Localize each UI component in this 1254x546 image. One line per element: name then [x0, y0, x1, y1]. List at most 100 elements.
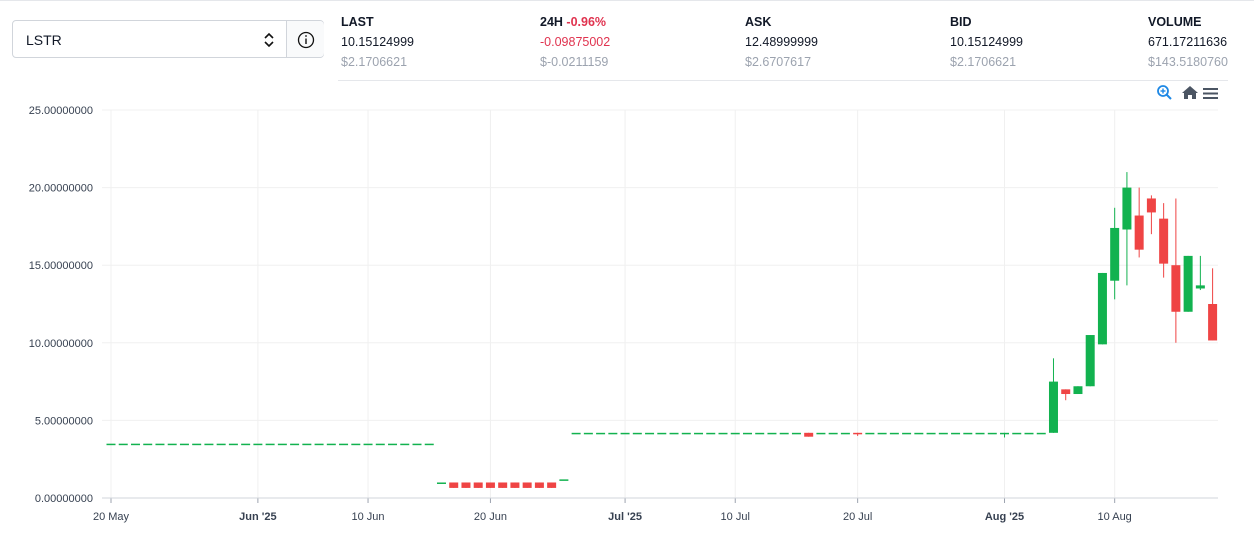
stat: 24H -0.96% -0.09875002 $-0.0211159 [540, 12, 610, 72]
candle-body [510, 482, 520, 488]
candle-body [436, 482, 446, 484]
top-border [0, 0, 1254, 1]
candle-body [155, 443, 165, 446]
candle-body [1024, 432, 1034, 435]
candle-body [583, 432, 593, 435]
stat: VOLUME 671.17211636 $143.5180760 [1148, 12, 1228, 72]
candle-body [118, 443, 128, 446]
x-tick-label: 10 Jun [352, 511, 385, 523]
candle-body [241, 443, 251, 446]
candle-body [253, 443, 263, 446]
candle-body [608, 432, 618, 435]
candle-body [1195, 285, 1205, 289]
candle-body [902, 432, 912, 435]
x-tick-label: Aug '25 [985, 511, 1024, 523]
stat: LAST 10.15124999 $2.1706621 [341, 12, 414, 72]
candle-body [1110, 227, 1120, 281]
candle-body [694, 432, 704, 435]
info-button[interactable] [287, 21, 324, 57]
candle-body [840, 432, 850, 435]
candle-body [498, 482, 508, 488]
candle-body [130, 443, 140, 446]
candle-body [828, 432, 838, 435]
candle-body [1183, 255, 1193, 312]
candle-body [167, 443, 177, 446]
stat-value: -0.09875002 [540, 35, 611, 49]
candle-body [632, 432, 642, 435]
candle-body [1171, 265, 1181, 312]
stat-usd: $143.5180760 [1148, 55, 1228, 69]
stat-usd: $2.6707617 [745, 55, 812, 69]
candle-body [547, 482, 557, 488]
candle-body [326, 443, 336, 446]
candle-body [375, 443, 385, 446]
stat-usd: $-0.0211159 [540, 55, 609, 69]
candle-body [485, 482, 495, 488]
stat-label: VOLUME [1148, 15, 1202, 29]
candle-body [596, 432, 606, 435]
x-tick-label: 20 Jun [474, 511, 507, 523]
candle-body [204, 443, 214, 446]
candle-body [718, 432, 728, 435]
candle-body [730, 432, 740, 435]
candle-body [351, 443, 361, 446]
y-tick-label: 25.00000000 [29, 105, 93, 117]
candle-body [106, 443, 116, 446]
symbol-value[interactable]: LSTR [26, 32, 62, 48]
candle-body [559, 479, 569, 481]
stat-header: 24H -0.96% [540, 12, 610, 32]
y-tick-label: 5.00000000 [35, 415, 93, 427]
candle-body [265, 443, 275, 446]
stat-header: LAST [341, 12, 414, 32]
select-chevron[interactable] [262, 32, 276, 48]
x-tick-label: Jul '25 [608, 511, 642, 523]
candle-body [755, 432, 765, 435]
stat-label: LAST [341, 15, 374, 29]
candle-body [1085, 335, 1095, 387]
candle-body [1097, 272, 1107, 345]
candle-body [669, 432, 679, 435]
symbol-select[interactable]: LSTR [12, 20, 324, 58]
candle-body [791, 432, 801, 435]
stat: BID 10.15124999 $2.1706621 [950, 12, 1023, 72]
stat-change: -0.96% [566, 15, 607, 29]
stat-label: 24H [540, 15, 563, 29]
candle-body [779, 432, 789, 435]
candle-body [706, 432, 716, 435]
y-tick-label: 10.00000000 [29, 338, 93, 350]
candle-body [228, 443, 238, 446]
candle-body [963, 432, 973, 435]
candle-body [388, 443, 398, 446]
candle-body [1036, 432, 1046, 435]
x-tick-label: 10 Aug [1098, 511, 1132, 523]
candle-body [914, 432, 924, 435]
candle-body [522, 482, 532, 488]
x-tick-label: 20 May [93, 511, 130, 523]
candle-body [179, 443, 189, 446]
candle-body [657, 432, 667, 435]
candle-body [1159, 218, 1169, 264]
candle-body [1146, 198, 1156, 213]
candle-body [473, 482, 483, 488]
candle-body [1134, 215, 1144, 250]
candle-body [889, 432, 899, 435]
candle-body [363, 443, 373, 446]
y-tick-label: 20.00000000 [29, 183, 93, 195]
candle-body [877, 432, 887, 435]
y-tick-label: 0.00000000 [35, 493, 93, 505]
stat-header: BID [950, 12, 1023, 32]
zoom-button[interactable] [1157, 85, 1172, 100]
candle-body [192, 443, 202, 446]
stat-value: 10.15124999 [341, 35, 414, 49]
chart: 0.00000000 5.00000000 10.00000000 15.000000… [29, 105, 1218, 523]
candle-body [1012, 432, 1022, 435]
stat-usd: $2.1706621 [950, 55, 1017, 69]
info-icon[interactable] [287, 21, 324, 57]
candle-body [216, 443, 226, 446]
home-button[interactable] [1182, 86, 1198, 99]
candle-body [951, 432, 961, 435]
x-tick-label: 20 Jul [843, 511, 872, 523]
candle-body [571, 432, 581, 435]
menu-button[interactable] [1203, 88, 1218, 99]
